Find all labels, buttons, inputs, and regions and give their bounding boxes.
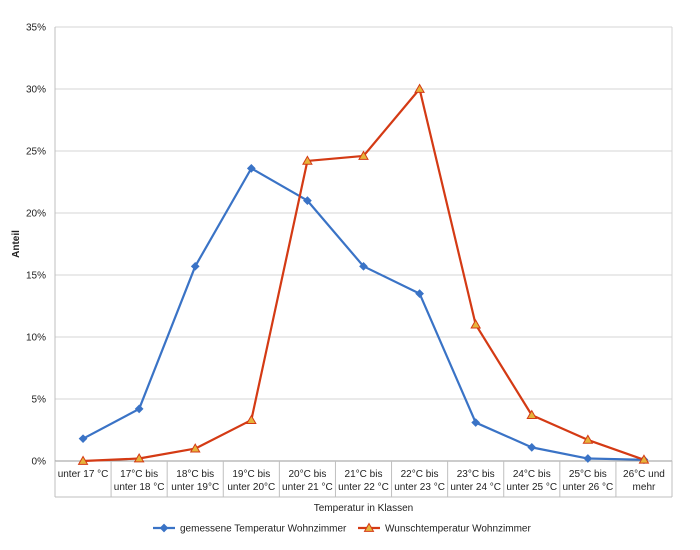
data-point — [358, 150, 369, 160]
x-tick-label: 21°C bis — [345, 469, 383, 480]
data-point — [414, 83, 425, 93]
legend-item-1: gemessene Temperatur Wohnzimmer — [153, 524, 347, 535]
data-point — [471, 418, 481, 427]
data-point — [134, 404, 144, 414]
x-tick-label: 25°C bis — [569, 469, 607, 480]
y-tick-label: 20% — [26, 209, 46, 220]
y-axis-ticks: 0% 5% 10% 15% 20% 25% 30% 35% — [26, 23, 46, 468]
data-point — [245, 414, 257, 424]
y-tick-label: 0% — [32, 457, 47, 468]
y-axis-title: Anteil — [11, 230, 22, 258]
legend: gemessene Temperatur Wohnzimmer Wunschtem… — [153, 522, 531, 535]
x-tick-label: unter 20°C — [227, 482, 275, 493]
x-tick-label: 20°C bis — [288, 469, 326, 480]
x-tick-label: mehr — [633, 482, 656, 493]
data-point — [527, 442, 537, 452]
x-axis-title: Temperatur in Klassen — [314, 503, 414, 514]
x-tick-label: unter 21 °C — [282, 482, 333, 493]
x-axis: unter 17 °C 17°C bis unter 18 °C 18°C bis un… — [54, 460, 673, 498]
data-point — [246, 163, 256, 173]
x-tick-label: unter 26 °C — [563, 482, 614, 493]
y-tick-label: 5% — [32, 395, 47, 406]
x-tick-label: unter 18 °C — [114, 482, 165, 493]
data-point — [526, 409, 538, 419]
data-point — [470, 319, 482, 329]
x-tick-label: unter 17 °C — [58, 469, 109, 480]
legend-item-2: Wunschtemperatur Wohnzimmer — [358, 522, 531, 535]
y-tick-label: 25% — [26, 147, 46, 158]
x-tick-label: 24°C bis — [513, 469, 551, 480]
data-point — [582, 434, 594, 444]
data-point — [302, 155, 313, 165]
legend-label: Wunschtemperatur Wohnzimmer — [385, 524, 531, 535]
y-tick-label: 30% — [26, 85, 46, 96]
x-tick-label: unter 24 °C — [450, 482, 501, 493]
data-point — [190, 261, 200, 271]
data-point — [583, 454, 593, 463]
x-tick-label: 22°C bis — [401, 469, 439, 480]
series-line — [82, 167, 644, 461]
y-tick-label: 15% — [26, 271, 46, 282]
data-point — [78, 434, 88, 444]
x-tick-label: 23°C bis — [457, 469, 495, 480]
x-tick-label: 19°C bis — [232, 469, 270, 480]
x-tick-label: unter 19°C — [171, 482, 219, 493]
x-tick-label: 17°C bis — [120, 469, 158, 480]
legend-label: gemessene Temperatur Wohnzimmer — [180, 524, 347, 535]
data-point — [189, 443, 201, 453]
x-tick-label: 18°C bis — [176, 469, 214, 480]
x-tick-label: 26°C und — [623, 469, 665, 480]
x-tick-label: unter 22 °C — [338, 482, 389, 493]
legend-swatch-marker — [363, 522, 375, 532]
data-point — [303, 196, 312, 205]
y-tick-label: 10% — [26, 333, 46, 344]
legend-swatch-marker — [159, 523, 169, 533]
x-tick-label: unter 25 °C — [506, 482, 557, 493]
series-1 — [78, 163, 649, 465]
data-point — [359, 261, 368, 271]
series-2 — [77, 83, 650, 465]
data-point — [415, 289, 424, 298]
data-point — [133, 453, 145, 463]
series-layer — [77, 83, 650, 465]
gridlines — [54, 26, 673, 462]
data-point — [77, 455, 89, 465]
y-tick-label: 35% — [26, 23, 46, 34]
x-tick-label: unter 23 °C — [394, 482, 445, 493]
data-point — [638, 454, 650, 464]
